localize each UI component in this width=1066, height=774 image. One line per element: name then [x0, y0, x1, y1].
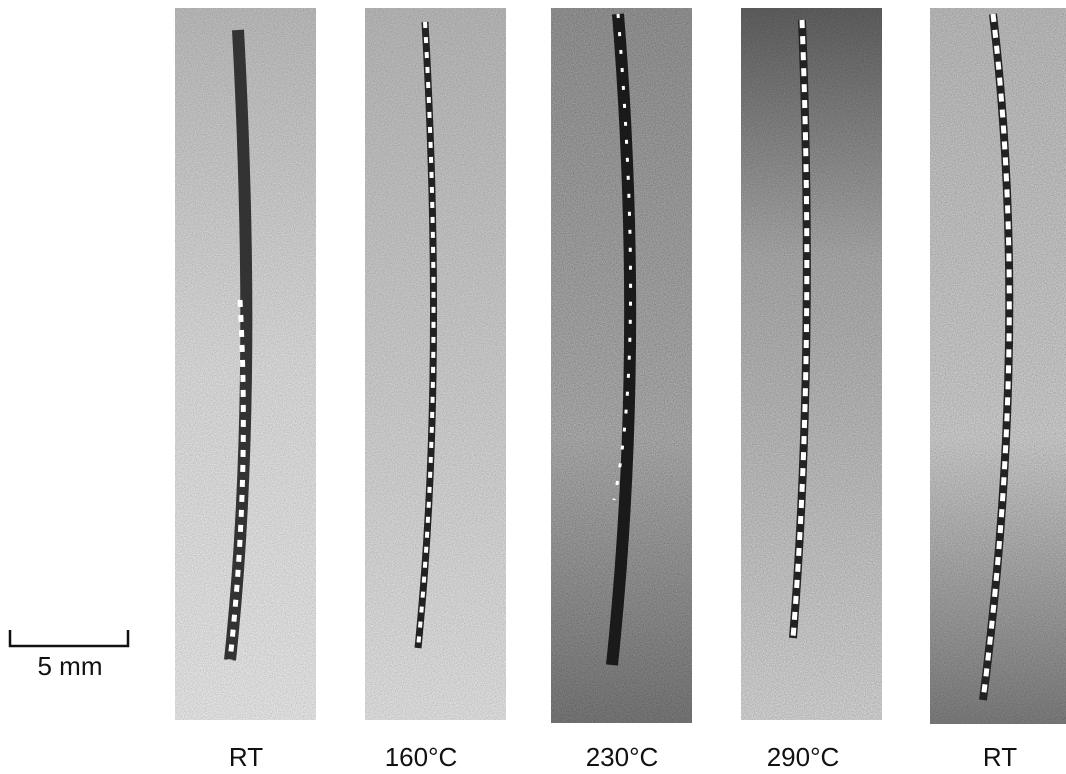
- panel-label: 160°C: [385, 742, 458, 772]
- scale-bar: 5 mm: [8, 630, 130, 681]
- panel-labels: RT 160°C 230°C 290°C RT: [229, 742, 1017, 772]
- panel-label: 290°C: [767, 742, 840, 772]
- specimen-markings: [227, 299, 246, 661]
- specimens: [224, 13, 1014, 701]
- panel-label: RT: [229, 742, 263, 772]
- scale-bar-label: 5 mm: [38, 651, 103, 681]
- scale-bar-line: [8, 630, 130, 648]
- specimen-markings: [980, 13, 1012, 701]
- specimen: [606, 13, 637, 666]
- specimen: [224, 29, 253, 661]
- panel-label: 230°C: [586, 742, 659, 772]
- specimen-markings: [416, 21, 436, 649]
- panel-label: RT: [983, 742, 1017, 772]
- specimen-markings: [790, 19, 810, 639]
- specimen-markings: [612, 13, 633, 501]
